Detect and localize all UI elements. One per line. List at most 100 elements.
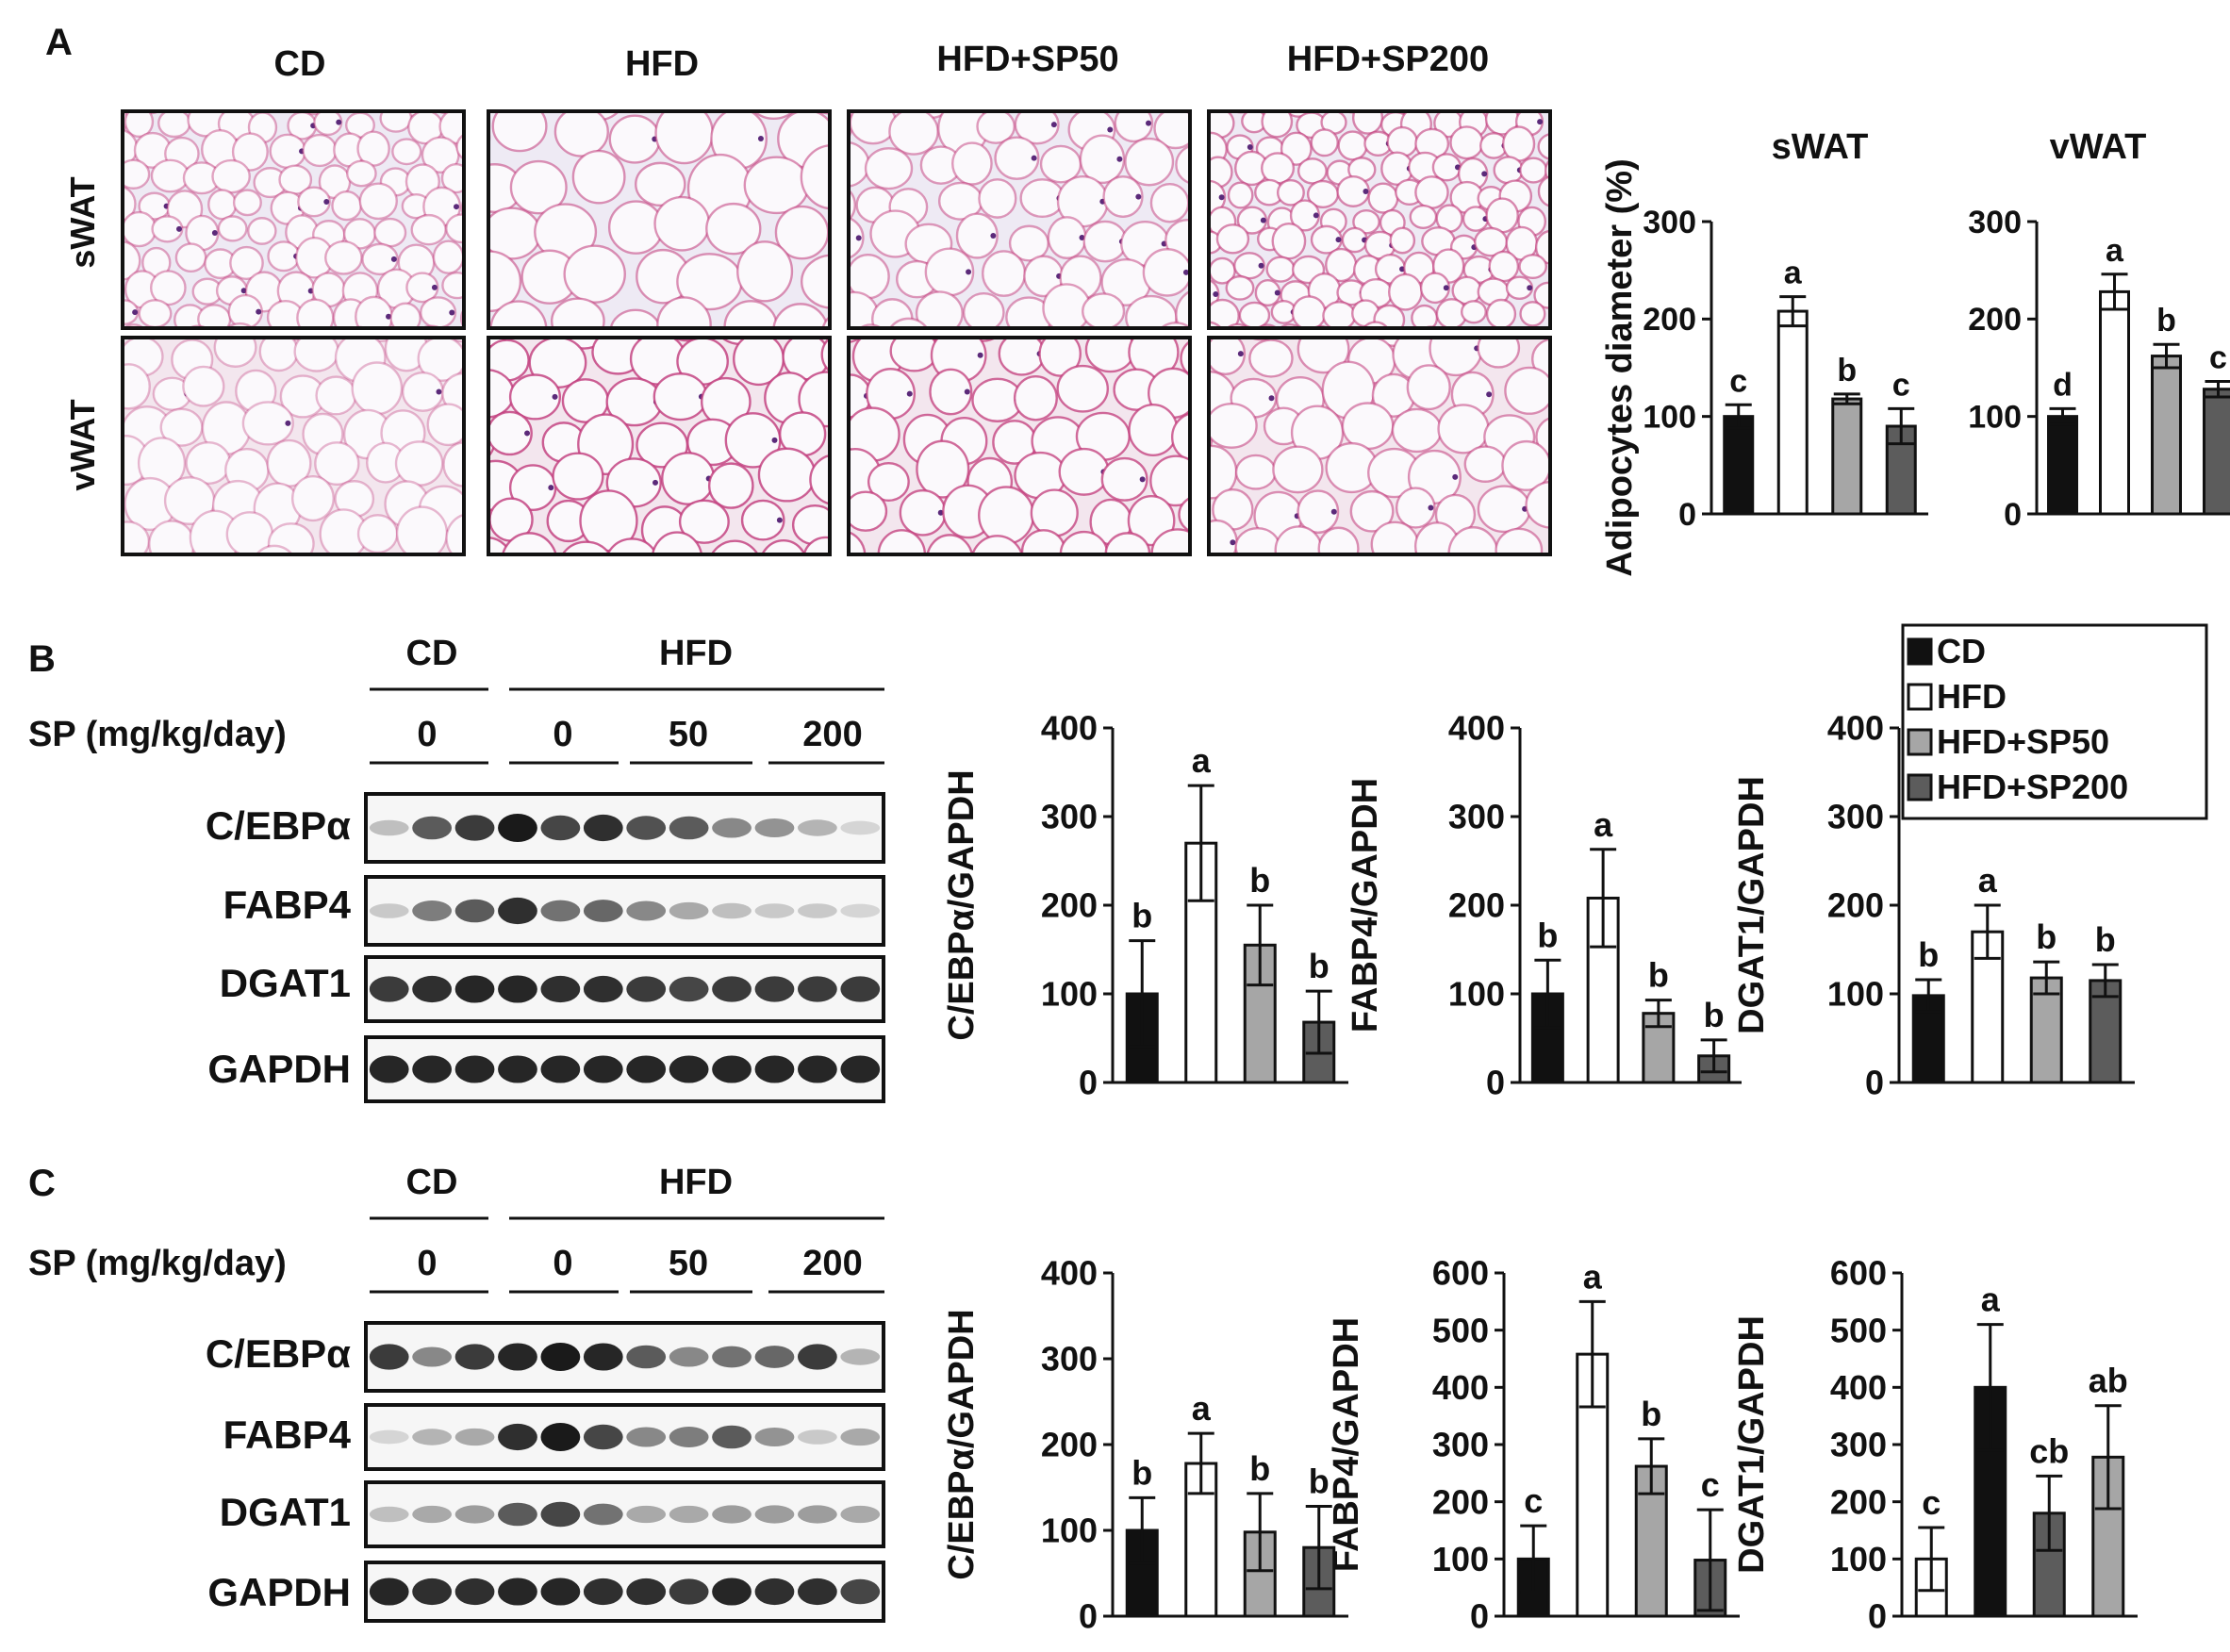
nucleus (552, 393, 558, 400)
adipocyte (1549, 310, 1550, 320)
nucleus (1528, 91, 1534, 97)
blot-b-band (626, 900, 667, 921)
blot-c-band (626, 1505, 667, 1524)
panel-label-a: A (45, 22, 73, 63)
y-tick-label: 100 (1041, 1512, 1098, 1550)
blot-c-band (840, 1578, 881, 1605)
nucleus (1527, 285, 1533, 291)
blot-c-band (712, 1425, 752, 1449)
blot-b-band (369, 819, 409, 836)
adipocyte (417, 338, 464, 382)
bar (2151, 355, 2182, 516)
nucleus (524, 430, 531, 437)
adipocyte (403, 63, 457, 112)
adipocyte (635, 161, 686, 207)
nucleus (336, 119, 342, 125)
blot-b-band (583, 975, 623, 1003)
adipocyte (1039, 570, 1094, 627)
blot-c-strip-3 (364, 1561, 885, 1623)
nucleus (548, 485, 554, 491)
adipocyte (896, 580, 938, 618)
adipocyte (1322, 301, 1357, 328)
adipocyte (877, 529, 927, 554)
nucleus (1031, 155, 1037, 161)
adipocyte (978, 178, 1017, 219)
legend-swatch (1907, 683, 1933, 711)
adipocyte (231, 132, 269, 172)
y-tick-label: 100 (1643, 400, 1696, 436)
adipocyte (1448, 82, 1474, 105)
adipocyte (1297, 157, 1328, 185)
adipocyte (1149, 454, 1190, 507)
adipocyte (440, 162, 464, 194)
y-tick-label: 400 (1041, 709, 1098, 748)
blot-c-band (669, 1505, 709, 1524)
adipocyte (227, 293, 263, 328)
y-axis-label: DGAT1/GAPDH (1732, 776, 1772, 1034)
adipocyte (1352, 208, 1380, 235)
nucleus (1127, 89, 1132, 94)
nucleus (307, 288, 314, 294)
nucleus (549, 559, 554, 565)
nucleus (1230, 539, 1236, 546)
nucleus (1428, 504, 1434, 511)
significance-label: d (2053, 367, 2073, 403)
adipocyte (849, 111, 898, 145)
adipocyte (138, 299, 173, 328)
adipocyte (123, 185, 137, 223)
y-tick-label: 200 (1041, 886, 1098, 925)
nucleus (906, 390, 913, 397)
adipocyte (123, 210, 157, 248)
blot-c-band (840, 1428, 881, 1446)
adipocyte (1461, 300, 1487, 324)
adipocyte (240, 111, 254, 113)
adipocyte (710, 539, 759, 554)
adipocyte (809, 454, 830, 505)
adipocyte (1225, 274, 1255, 301)
adipocyte (1555, 518, 1602, 568)
adipocyte (1560, 233, 1587, 257)
significance-label: a (1981, 1280, 2001, 1319)
blot-c-band (669, 1427, 709, 1447)
chart-a-vwat: 0 100 200 300 vWAT d abc (1968, 127, 2230, 533)
chart-a-swat: 0 100 200 300 sWAT Adipocytes diameter (%) c a b… (1600, 127, 1928, 577)
adipocyte (232, 189, 262, 217)
nucleus (652, 479, 659, 486)
nucleus (386, 313, 392, 320)
adipocyte (1079, 134, 1126, 185)
blot-c-band (454, 1578, 495, 1606)
histology-frame (1207, 109, 1552, 330)
adipocyte (157, 111, 191, 139)
blot-b-band (369, 1055, 409, 1083)
blot-c-band (712, 1346, 752, 1368)
histology-image-swat-hfd (403, 63, 832, 330)
adipocyte (1389, 226, 1416, 255)
adipocyte (247, 217, 277, 245)
blot-c-band (583, 1343, 623, 1371)
blot-b-band (583, 1055, 623, 1083)
nucleus (1030, 599, 1035, 604)
y-tick-label: 400 (1448, 709, 1505, 748)
adipocyte (772, 303, 829, 328)
nucleus (1363, 188, 1369, 194)
blot-b-band (669, 901, 709, 920)
significance-label: a (1583, 1257, 1603, 1296)
nucleus (113, 499, 119, 504)
adipocyte (1297, 338, 1350, 374)
blot-b-band (840, 976, 881, 1002)
blot-c-band (369, 1344, 409, 1370)
adipocyte (389, 302, 421, 328)
adipocyte (743, 156, 810, 215)
nucleus (468, 124, 473, 129)
adipocyte (1351, 111, 1384, 135)
blot-b-band (540, 815, 581, 841)
nucleus (855, 235, 862, 241)
adipocyte (656, 296, 712, 328)
adipocyte (1084, 338, 1136, 373)
adipocyte (888, 317, 929, 328)
y-tick-label: 0 (1486, 1064, 1505, 1102)
adipocyte (1297, 489, 1340, 535)
nucleus (776, 517, 783, 523)
y-tick-label: 400 (1041, 1254, 1098, 1293)
